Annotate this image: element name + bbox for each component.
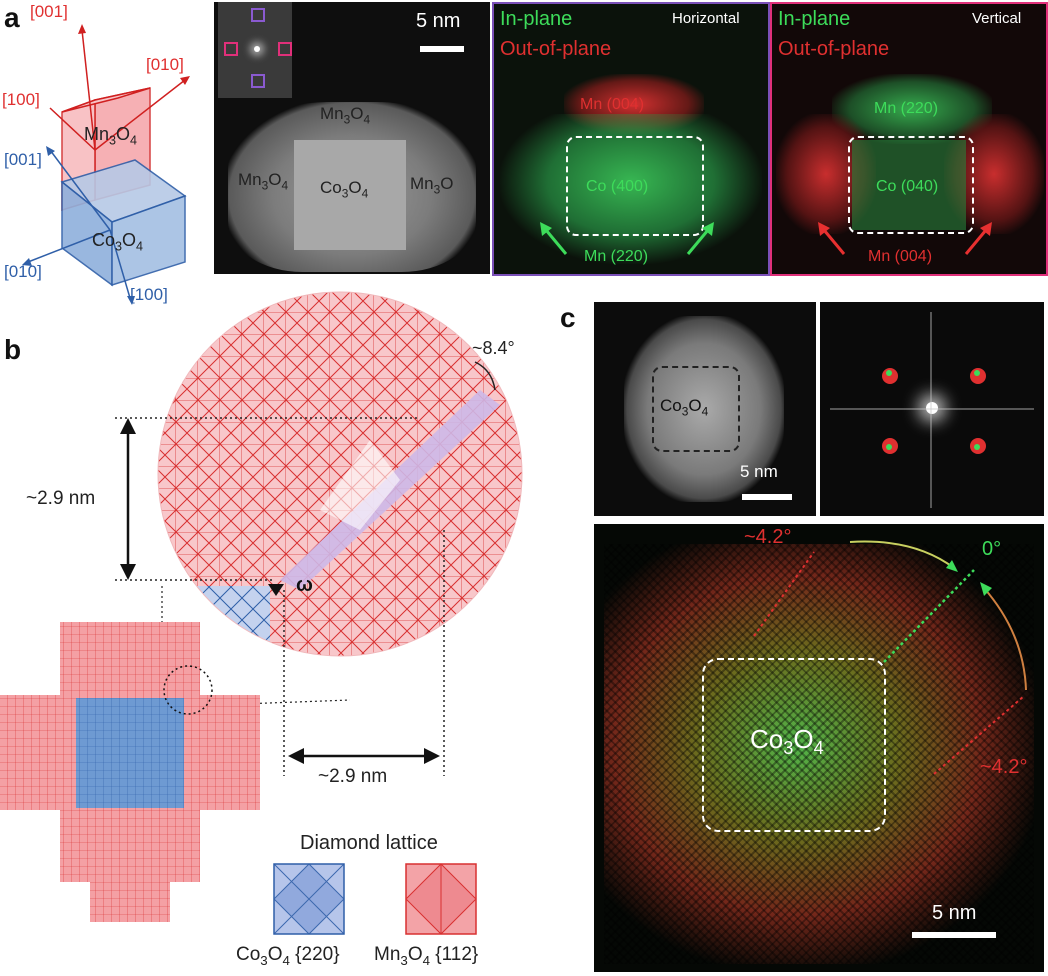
co3o4-crystal-label: Co3O4 (92, 230, 144, 254)
co-dir-001-label: [001] (4, 150, 42, 169)
co-core-box-vertical (848, 136, 974, 234)
rotation-angle-label: ~8.4° (472, 338, 515, 358)
scale-bar-label: 5 nm (416, 10, 461, 32)
rotation-map-panel: Co3O4 ~4.2° 0° ~4.2° 5 nm (594, 524, 1044, 972)
co-core-box-map (702, 658, 886, 832)
scale-bar (420, 46, 464, 52)
height-dimension-label: ~2.9 nm (26, 488, 96, 509)
mn-220-label: Mn (220) (584, 248, 649, 265)
angle-right-label: ~4.2° (980, 756, 1028, 778)
vertical-strain-map: In-plane Out-of-plane Vertical Mn (220) … (770, 2, 1048, 276)
mn-dir-100-label: [100] (2, 90, 40, 109)
angle-zero-label: 0° (982, 538, 1002, 560)
rotation-overlay (753, 540, 1027, 775)
horizontal-strain-map: In-plane Out-of-plane Horizontal Mn (004… (492, 2, 770, 276)
angle-top-label: ~4.2° (744, 526, 792, 548)
co-dir-010-label: [010] (4, 262, 42, 281)
omega-label: ω (296, 574, 313, 596)
mn-220-label-vertical: Mn (220) (874, 100, 939, 117)
out-of-plane-label-vertical: Out-of-plane (778, 38, 890, 60)
mn-dir-001-label: [001] (30, 2, 68, 21)
in-plane-label: In-plane (500, 8, 573, 30)
panel-letter-a: a (4, 2, 20, 33)
co3o4-label-c: Co3O4 (660, 396, 709, 419)
width-dimension-label: ~2.9 nm (318, 766, 388, 787)
horizontal-title: Horizontal (672, 10, 740, 27)
mn3o4-top-label: Mn3O4 (320, 104, 371, 127)
mn-004-label-vertical: Mn (004) (868, 248, 933, 265)
green-arrows (540, 222, 714, 255)
co3o4-center-label: Co3O4 (320, 178, 369, 201)
crystal-orientation-diagram (22, 24, 190, 305)
out-of-plane-label: Out-of-plane (500, 38, 612, 60)
fft-inset (218, 2, 292, 98)
fft-c-panel (820, 302, 1044, 516)
legend-title: Diamond lattice (300, 832, 438, 854)
co-core-box (566, 136, 704, 236)
in-plane-label-vertical: In-plane (778, 8, 851, 30)
mn-004-label: Mn (004) (580, 96, 645, 113)
co-400-label: Co (400) (586, 178, 649, 195)
vertical-title: Vertical (972, 10, 1022, 27)
panel-letter-b: b (4, 334, 22, 365)
red-arrows (818, 222, 992, 255)
scale-bar-c (742, 494, 792, 500)
panel-letter-c: c (560, 302, 576, 333)
legend-mn3o4-label: Mn3O4 {112} (374, 944, 479, 968)
mn3o4-right-label: Mn3O (410, 174, 454, 197)
legend-co3o4-label: Co3O4 {220} (236, 944, 340, 968)
scale-label-c: 5 nm (740, 462, 778, 481)
lattice-schematic (0, 291, 523, 935)
scale-bar-map (912, 932, 996, 938)
mn3o4-left-label: Mn3O4 (238, 170, 289, 193)
mn-dir-010-label: [010] (146, 55, 184, 74)
co-core-box-c (652, 366, 740, 452)
mn3o4-crystal-label: Mn3O4 (84, 124, 138, 148)
haadf-c-panel: Co3O4 5 nm (594, 302, 816, 516)
co3o4-label-map: Co3O4 (750, 724, 824, 759)
co-dir-100-label: [100] (130, 285, 168, 304)
co-040-label: Co (040) (876, 178, 939, 195)
scale-label-map: 5 nm (932, 902, 977, 924)
haadf-image-panel: 5 nm Mn3O4 Mn3O4 Co3O4 Mn3O (214, 2, 490, 274)
